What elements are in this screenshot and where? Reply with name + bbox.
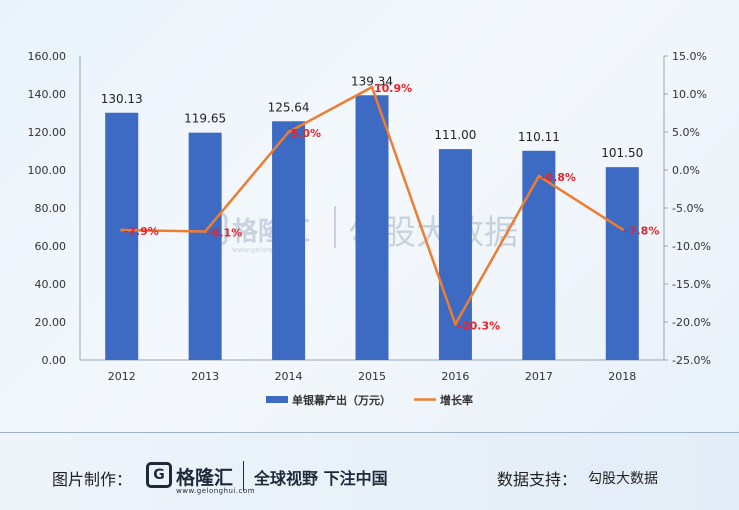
line-point [370,85,374,89]
left-tick-label: 160.00 [28,50,67,63]
combo-chart: 0.00 20.00 40.00 60.00 80.00 100.00 120.00 140.… [28,50,711,407]
left-tick-label: 0.00 [42,354,67,367]
line-series: -7.9% -8.1% 5.0% 10.9% -20.3% -0.8% -7.8% [120,82,659,332]
legend: 单银幕产出（万元） 增长率 [266,393,473,407]
bar [188,132,222,360]
bar-series: 130.13 119.65 125.64 139.34 111.00 110.11 101.… [101,74,643,361]
line-point [203,230,207,234]
line-value-label: 10.9% [374,82,412,95]
line-point [620,227,624,231]
line-point [120,228,124,232]
support-value: 勾股大数据 [588,471,658,487]
bar-value-label: 111.00 [434,128,476,142]
footer: 图片制作： G 格隆汇 www.gelonghui.com 全球视野 下注中国 … [0,432,739,510]
x-tick-label: 2016 [441,370,469,383]
bar-value-label: 125.64 [268,100,310,114]
bar [105,112,139,361]
bar [522,150,556,360]
left-tick-label: 140.00 [28,88,67,101]
bar [605,167,639,360]
x-tick-label: 2015 [358,370,386,383]
watermark-logo-sub: www.gelonghui.com [232,246,303,254]
line-value-label: 5.0% [291,127,322,140]
line-point [287,130,291,134]
brand-name: 格隆汇 [176,467,234,489]
line-point [453,322,457,326]
bar-value-label: 101.50 [601,146,643,160]
watermark-divider [334,206,336,248]
bar [272,121,306,360]
right-tick-label: 15.0% [672,50,707,63]
right-tick-label: -5.0% [672,202,704,215]
bar-value-label: 139.34 [351,74,393,88]
bar-value-label: 130.13 [101,92,143,106]
right-tick-label: -15.0% [672,278,711,291]
bar [355,95,389,360]
brand-divider [243,461,244,491]
left-tick-label: 100.00 [28,164,67,177]
left-tick-label: 120.00 [28,126,67,139]
left-tick-label: 60.00 [35,240,67,253]
right-tick-label: 0.0% [672,164,700,177]
line-value-label: -0.8% [541,171,576,184]
left-tick-label: 80.00 [35,202,67,215]
line-value-label: -20.3% [457,319,500,332]
right-tick-label: 5.0% [672,126,700,139]
x-tick-label: 2017 [525,370,553,383]
legend-bar-swatch [266,396,288,403]
bar-value-label: 119.65 [184,112,226,126]
right-tick-label: -20.0% [672,316,711,329]
line-value-label: -8.1% [207,227,242,240]
left-tick-label: 20.00 [35,316,67,329]
support-label: 数据支持： [497,470,578,489]
legend-line-label: 增长率 [440,393,473,407]
slogan: 全球视野 下注中国 [254,469,388,488]
left-tick-label: 40.00 [35,278,67,291]
x-tick-label: 2018 [608,370,636,383]
x-tick-label: 2013 [191,370,219,383]
line-value-label: -7.8% [624,224,659,237]
legend-bar-label: 单银幕产出（万元） [292,393,391,407]
brand-url: www.gelonghui.com [176,487,256,495]
credit-label: 图片制作： [52,470,133,489]
right-tick-label: 10.0% [672,88,707,101]
brand-logo-icon: G [146,462,172,488]
x-tick-label: 2012 [108,370,136,383]
chart-axes: 0.00 20.00 40.00 60.00 80.00 100.00 120.00 140.… [28,50,711,383]
line-point [537,174,541,178]
bar-value-label: 110.11 [518,130,560,144]
right-tick-label: -10.0% [672,240,711,253]
x-tick-label: 2014 [275,370,303,383]
line-value-label: -7.9% [124,225,159,238]
right-tick-label: -25.0% [672,354,711,367]
